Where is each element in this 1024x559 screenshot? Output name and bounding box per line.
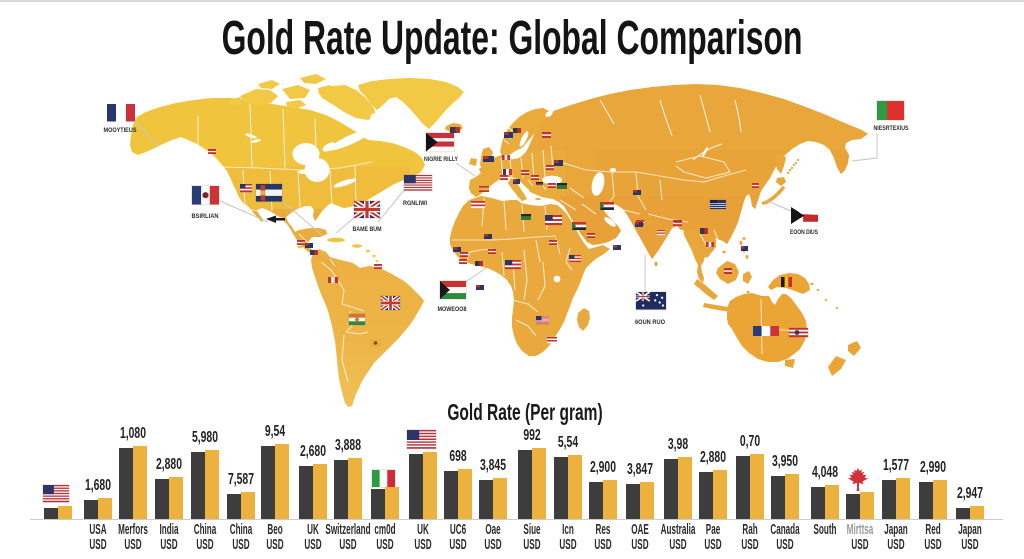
svg-text:BAME BUM: BAME BUM <box>353 226 382 233</box>
svg-text:EOON DIUS: EOON DIUS <box>790 229 818 236</box>
svg-text:NIESRTEXIUS: NIESRTEXIUS <box>874 125 909 132</box>
svg-text:MOWEOO8: MOWEOO8 <box>438 306 467 313</box>
svg-text:RGNLIWI: RGNLIWI <box>403 200 427 207</box>
svg-text:MOOYTIEUS: MOOYTIEUS <box>104 127 137 134</box>
svg-text:NIGRIE RILLY: NIGRIE RILLY <box>424 156 458 163</box>
svg-text:6OUN RUO: 6OUN RUO <box>635 319 665 326</box>
svg-text:BSIRLIAN: BSIRLIAN <box>192 213 219 220</box>
